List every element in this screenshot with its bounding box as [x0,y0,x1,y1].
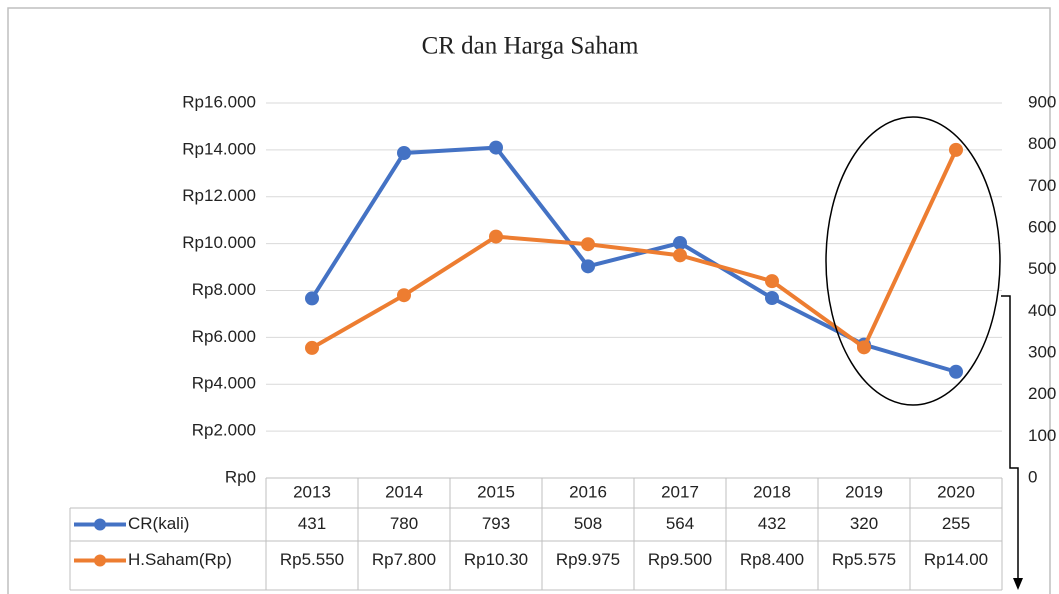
y2-tick-label: 800 [1028,134,1056,153]
arrow-head [1013,578,1023,590]
x-tick-label: 2013 [293,482,331,501]
x-tick-label: 2018 [753,482,791,501]
y2-tick-label: 400 [1028,301,1056,320]
table-value: Rp8.400 [740,550,804,569]
table-value: Rp5.575 [832,550,896,569]
y2-tick-label: 100 [1028,426,1056,445]
series-line [311,149,958,350]
series-marker [673,248,687,263]
arrow-line [1001,295,1019,580]
series-marker [489,229,503,244]
table-value: 431 [298,514,326,533]
legend-marker [94,518,106,531]
y2-tick-label: 0 [1028,467,1037,486]
y-tick-label: Rp2.000 [192,421,256,440]
y-tick-label: Rp12.000 [182,186,256,205]
y2-tick-label: 900 [1028,92,1056,111]
y2-tick-label: 500 [1028,259,1056,278]
x-tick-label: 2016 [569,482,607,501]
series-marker [765,291,779,305]
y-tick-label: Rp16.000 [182,92,256,111]
series-marker [305,291,319,306]
highlight-ellipse [825,116,1001,406]
series-marker [581,237,595,252]
series-marker [581,259,595,274]
y2-tick-label: 700 [1028,176,1056,195]
chart-border [7,7,1051,594]
x-tick-label: 2020 [937,482,975,501]
table-value: 793 [482,514,510,533]
table-value: Rp14.00 [924,550,988,569]
legend-marker [94,554,106,567]
x-tick-label: 2019 [845,482,883,501]
table-value: 780 [390,514,418,533]
y-tick-label: Rp14.000 [182,139,256,158]
y-tick-label: Rp4.000 [192,374,256,393]
series-line [310,145,957,374]
series-marker [489,140,503,155]
table-value: Rp9.975 [556,550,620,569]
x-tick-label: 2015 [477,482,515,501]
table-value: Rp7.800 [372,550,436,569]
series-marker [305,340,319,355]
series-marker [673,236,687,250]
y2-tick-label: 600 [1028,217,1056,236]
table-value: 255 [942,514,970,533]
table-value: Rp5.550 [280,550,344,569]
legend-label: CR(kali) [128,514,189,533]
x-tick-label: 2017 [661,482,699,501]
x-tick-label: 2014 [385,482,423,501]
series-marker [949,142,963,157]
legend-label: H.Saham(Rp) [128,550,232,569]
table-value: 320 [850,514,878,533]
y-tick-label: Rp0 [225,467,256,486]
series-marker [857,340,871,355]
y-tick-label: Rp10.000 [182,233,256,252]
table-value: 432 [758,514,786,533]
series-marker [397,288,411,303]
y-tick-label: Rp6.000 [192,327,256,346]
y2-tick-label: 300 [1028,342,1056,361]
table-value: 508 [574,514,602,533]
table-value: Rp10.30 [464,550,528,569]
chart-title: CR dan Harga Saham [422,33,639,60]
series-marker [397,146,411,160]
series-marker [765,274,779,289]
table-value: 564 [666,514,694,533]
y2-tick-label: 200 [1028,384,1056,403]
table-value: Rp9.500 [648,550,712,569]
series-marker [949,364,963,379]
y-tick-label: Rp8.000 [192,280,256,299]
